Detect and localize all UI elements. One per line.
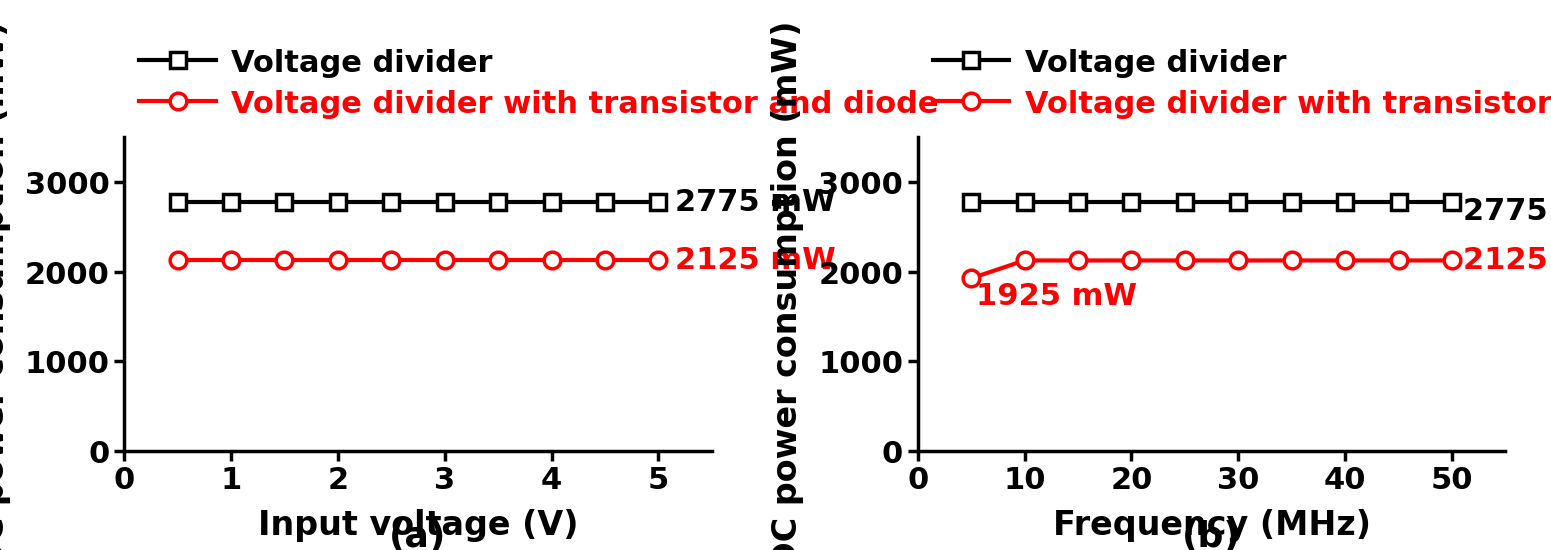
- Text: 2125 mW: 2125 mW: [1461, 246, 1551, 275]
- Voltage divider: [275, 199, 293, 206]
- Voltage divider with transistor and diode: [1014, 257, 1033, 264]
- Voltage divider with transistor and diode: [1228, 257, 1247, 264]
- X-axis label: Frequency (MHz): Frequency (MHz): [1052, 508, 1370, 541]
- Voltage divider: [329, 199, 347, 206]
- Voltage divider with transistor and diode: [222, 257, 240, 264]
- Text: 2125 mW: 2125 mW: [675, 246, 834, 275]
- Voltage divider: [1121, 199, 1140, 206]
- Voltage divider: [489, 199, 507, 206]
- Voltage divider with transistor and diode: [1388, 257, 1407, 264]
- Voltage divider: [1069, 199, 1087, 206]
- Voltage divider: [596, 199, 614, 206]
- Voltage divider: [1014, 199, 1033, 206]
- Voltage divider with transistor and diode: [1121, 257, 1140, 264]
- Text: 2775 mW: 2775 mW: [1461, 196, 1551, 226]
- Voltage divider: [1174, 199, 1193, 206]
- Legend: Voltage divider, Voltage divider with transistor and diode: Voltage divider, Voltage divider with tr…: [140, 48, 938, 119]
- Voltage divider: [962, 199, 980, 206]
- Voltage divider with transistor and diode: [541, 257, 560, 264]
- Voltage divider: [222, 199, 240, 206]
- Voltage divider with transistor and diode: [1069, 257, 1087, 264]
- Line: Voltage divider with transistor and diode: Voltage divider with transistor and diod…: [169, 252, 667, 269]
- Line: Voltage divider with transistor and diode: Voltage divider with transistor and diod…: [962, 252, 1459, 287]
- Y-axis label: DC power consumption (mW): DC power consumption (mW): [0, 20, 11, 550]
- Voltage divider with transistor and diode: [329, 257, 347, 264]
- Voltage divider with transistor and diode: [489, 257, 507, 264]
- Voltage divider: [1281, 199, 1300, 206]
- Voltage divider with transistor and diode: [596, 257, 614, 264]
- Voltage divider: [648, 199, 667, 206]
- Voltage divider: [541, 199, 560, 206]
- Voltage divider: [168, 199, 186, 206]
- X-axis label: Input voltage (V): Input voltage (V): [257, 508, 579, 541]
- Voltage divider: [1442, 199, 1461, 206]
- Line: Voltage divider: Voltage divider: [169, 194, 667, 211]
- Voltage divider with transistor and diode: [1174, 257, 1193, 264]
- Legend: Voltage divider, Voltage divider with transistor and diode: Voltage divider, Voltage divider with tr…: [932, 48, 1551, 119]
- Voltage divider: [1335, 199, 1354, 206]
- Voltage divider: [1228, 199, 1247, 206]
- Y-axis label: DC power consumption (mW): DC power consumption (mW): [771, 20, 803, 550]
- Voltage divider: [436, 199, 454, 206]
- Text: 2775 mW: 2775 mW: [675, 188, 834, 217]
- Line: Voltage divider: Voltage divider: [962, 194, 1459, 211]
- Voltage divider with transistor and diode: [1335, 257, 1354, 264]
- Voltage divider with transistor and diode: [436, 257, 454, 264]
- Voltage divider with transistor and diode: [1442, 257, 1461, 264]
- Voltage divider with transistor and diode: [962, 275, 980, 282]
- Voltage divider: [1388, 199, 1407, 206]
- Text: (b): (b): [1182, 520, 1241, 550]
- Text: 1925 mW: 1925 mW: [976, 282, 1137, 311]
- Voltage divider with transistor and diode: [648, 257, 667, 264]
- Text: (a): (a): [389, 520, 447, 550]
- Voltage divider with transistor and diode: [168, 257, 186, 264]
- Voltage divider with transistor and diode: [275, 257, 293, 264]
- Voltage divider with transistor and diode: [382, 257, 400, 264]
- Voltage divider with transistor and diode: [1281, 257, 1300, 264]
- Voltage divider: [382, 199, 400, 206]
